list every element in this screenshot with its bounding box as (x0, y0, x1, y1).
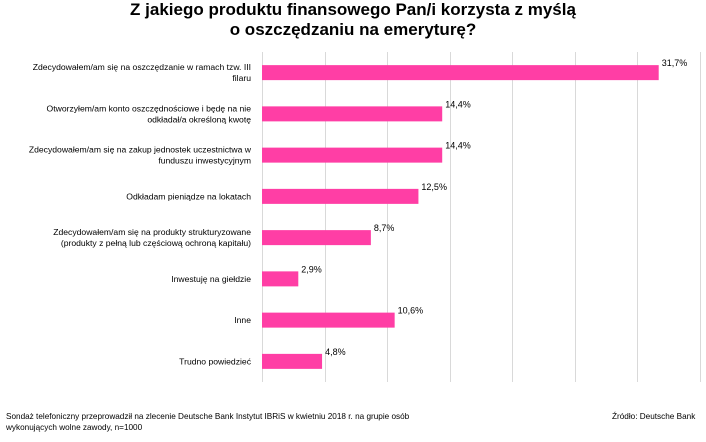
chart-title-line-1: Z jakiego produktu finansowego Pan/i kor… (130, 0, 576, 19)
bar-5 (262, 271, 299, 287)
category-label-4-1: (produkty z pełną lub częściową ochroną … (61, 238, 251, 248)
chart-title: Z jakiego produktu finansowego Pan/i kor… (0, 0, 706, 40)
category-label-6-0: Inne (234, 315, 251, 325)
value-label-7: 4,8% (325, 347, 346, 357)
value-label-6: 10,6% (398, 306, 424, 316)
value-label-3: 12,5% (421, 182, 447, 192)
chart-title-line-2: o oszczędzaniu na emeryturę? (229, 20, 477, 39)
survey-note-line-2: wykonujących wolne zawody, n=1000 (6, 423, 143, 432)
value-label-2: 14,4% (445, 141, 471, 151)
category-label-2-1: funduszu inwestycyjnym (158, 156, 251, 166)
category-label-0-0: Zdecydowałem/am się na oszczędzanie w ra… (33, 62, 251, 72)
value-label-5: 2,9% (301, 264, 322, 274)
bar-0 (262, 65, 659, 81)
survey-note-line-1: Sondaż telefoniczny przeprowadził na zle… (6, 412, 410, 421)
bar-chart: 31,7% Zdecydowałem/am się na oszczędzanie… (29, 52, 701, 382)
category-label-0-1: filaru (232, 73, 251, 83)
bar-3 (262, 188, 419, 204)
category-label-5-0: Inwestuję na giełdzie (171, 274, 251, 284)
survey-note: Sondaż telefoniczny przeprowadził na zle… (6, 411, 476, 433)
value-label-0: 31,7% (662, 58, 688, 68)
bar-7 (262, 353, 323, 369)
category-label-7-0: Trudno powiedzieć (179, 356, 252, 366)
category-label-3-0: Odkładam pieniądze na lokatach (126, 191, 251, 201)
bar-4 (262, 230, 371, 246)
category-label-1-1: odkładał/a określoną kwotę (147, 114, 251, 124)
bar-2 (262, 147, 443, 163)
value-label-4: 8,7% (374, 223, 395, 233)
source-label: Źródło: Deutsche Bank (612, 412, 696, 421)
value-label-1: 14,4% (445, 99, 471, 109)
category-label-1-0: Otworzyłem/am konto oszczędnościowe i bę… (47, 103, 252, 113)
category-label-2-0: Zdecydowałem/am się na zakup jednostek u… (29, 145, 252, 155)
bar-1 (262, 106, 443, 122)
bar-6 (262, 312, 395, 328)
category-label-4-0: Zdecydowałem/am się na produkty struktur… (53, 227, 251, 237)
